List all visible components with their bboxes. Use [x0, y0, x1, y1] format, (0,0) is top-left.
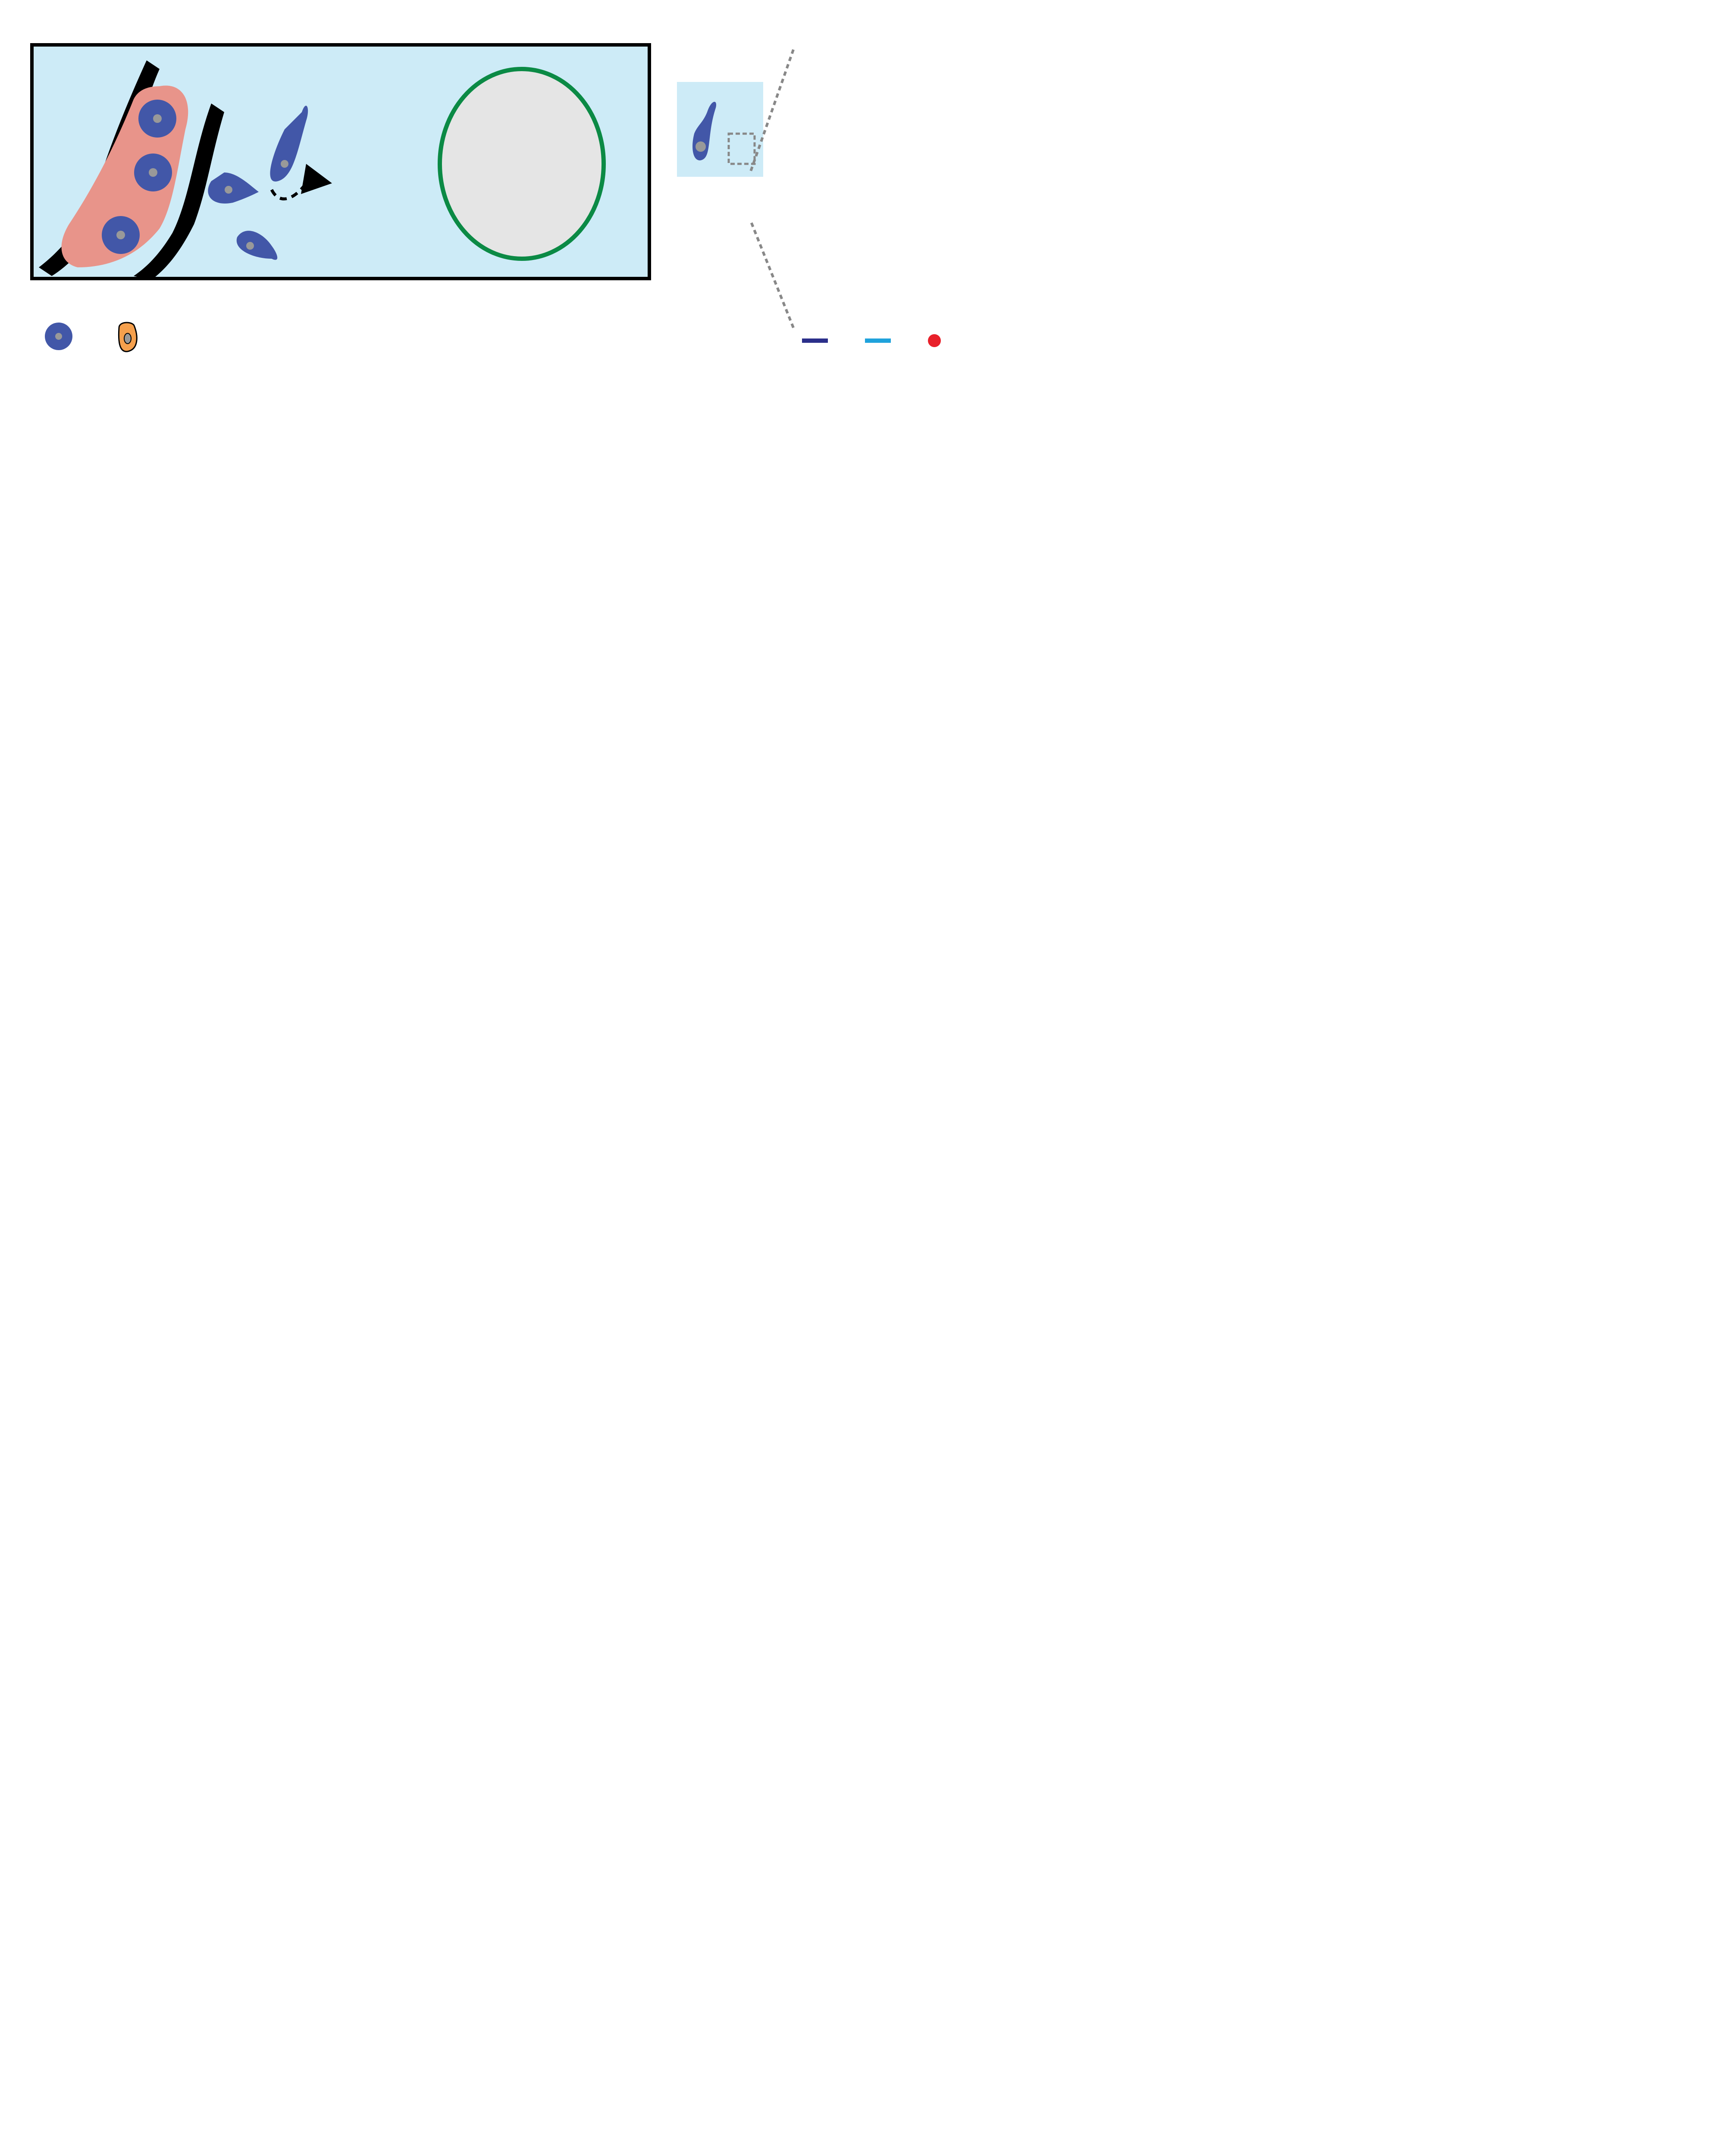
- chart-d-stress-relaxation: [405, 379, 837, 733]
- alginate-swatch: [802, 338, 828, 343]
- migrating-monocytes: [208, 106, 308, 260]
- zoom-guide-lines: [749, 49, 795, 329]
- slow-gel-network: [789, 43, 1225, 319]
- cancer-cell-icon: [118, 322, 138, 352]
- arrow-head: [301, 164, 332, 194]
- panel-e-track-plot: [858, 405, 1246, 707]
- chart-j-speed: [1354, 746, 1720, 1156]
- tumor-microenvironment-illustration: [30, 43, 651, 280]
- migration-arrow: [270, 176, 312, 201]
- chart-c-youngs-modulus: [43, 379, 388, 733]
- cell-inset: [677, 82, 763, 177]
- chart-i-speed: [949, 746, 1337, 1156]
- monocyte-icon: [45, 323, 72, 350]
- panel-a-legend: [43, 319, 148, 354]
- calcium-swatch: [928, 334, 941, 347]
- fast-gel-network: [1263, 43, 1699, 319]
- panel-b-legend: [802, 334, 946, 347]
- chart-g-speed: [65, 746, 453, 1156]
- encapsulated-cell-icon: [677, 82, 763, 177]
- tumor-capsule: [438, 67, 606, 261]
- monocytes-in-vessel: [102, 100, 176, 254]
- vessel-wall-right: [134, 103, 224, 280]
- chart-n-speed: [1332, 1181, 1720, 1634]
- collagen-swatch: [865, 338, 891, 343]
- chart-k-speed: [65, 1181, 444, 1634]
- panel-f-track-plot: [1328, 405, 1716, 707]
- panel-a-schematic: [30, 43, 651, 280]
- chart-l-speed: [487, 1181, 875, 1777]
- chart-h-speed: [504, 746, 893, 1156]
